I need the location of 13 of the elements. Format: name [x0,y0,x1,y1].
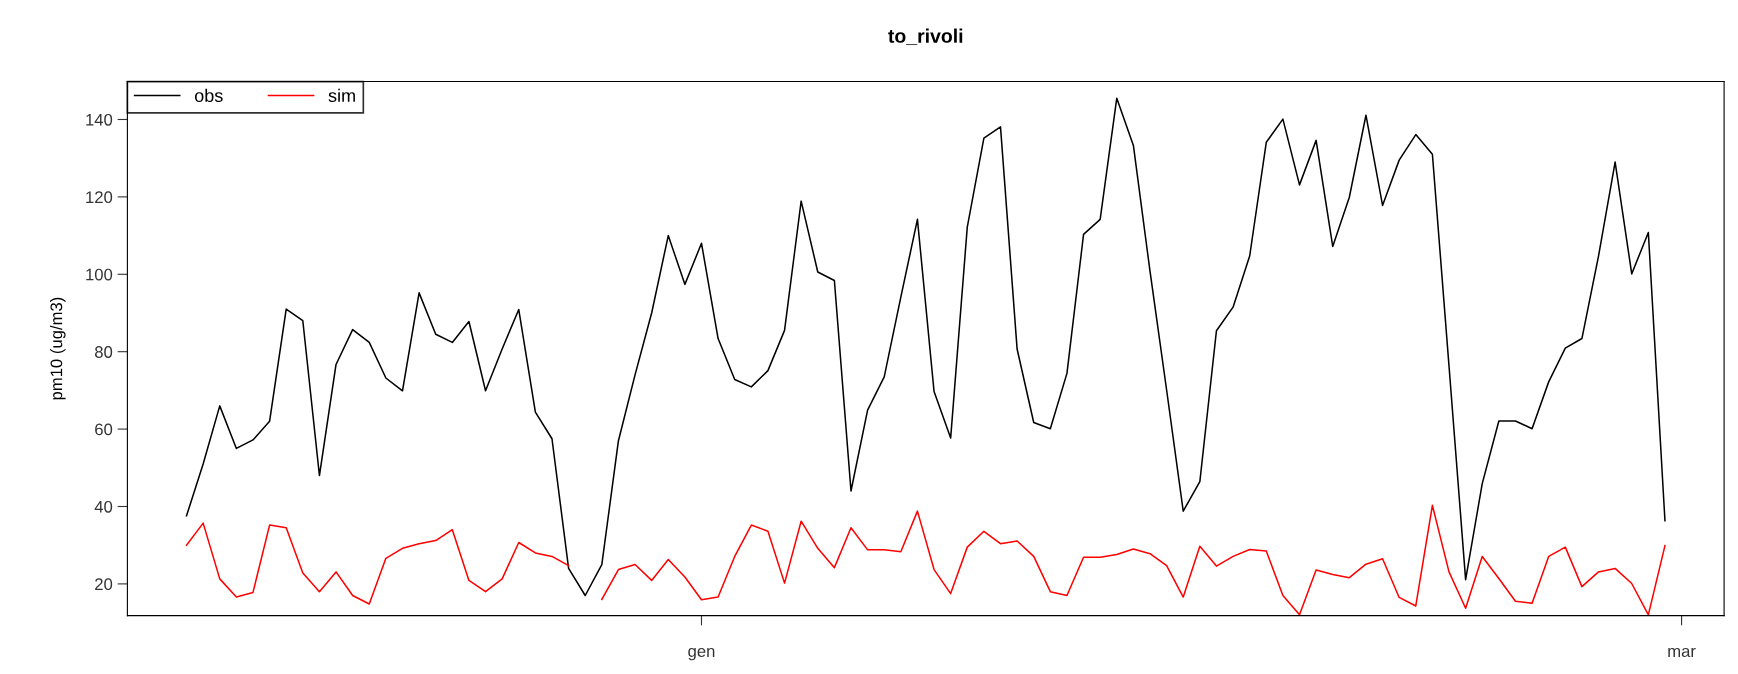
y-tick-label: 100 [86,268,113,281]
x-tick-label: gen [688,647,715,661]
chart-title: to_rivoli [888,28,963,46]
y-tick-label: 80 [95,346,113,358]
y-tick-label: 40 [94,500,113,513]
y-axis-title: pm10 (ug/m3) [50,297,66,400]
y-tick-label: 140 [86,113,113,126]
y-tick-label: 60 [95,423,113,436]
y-tick-label: 20 [95,578,113,591]
x-tick-label: mar [1668,647,1696,658]
legend-label: obs [194,88,223,103]
y-tick-label: 120 [86,191,113,204]
legend-label: sim [328,88,355,103]
